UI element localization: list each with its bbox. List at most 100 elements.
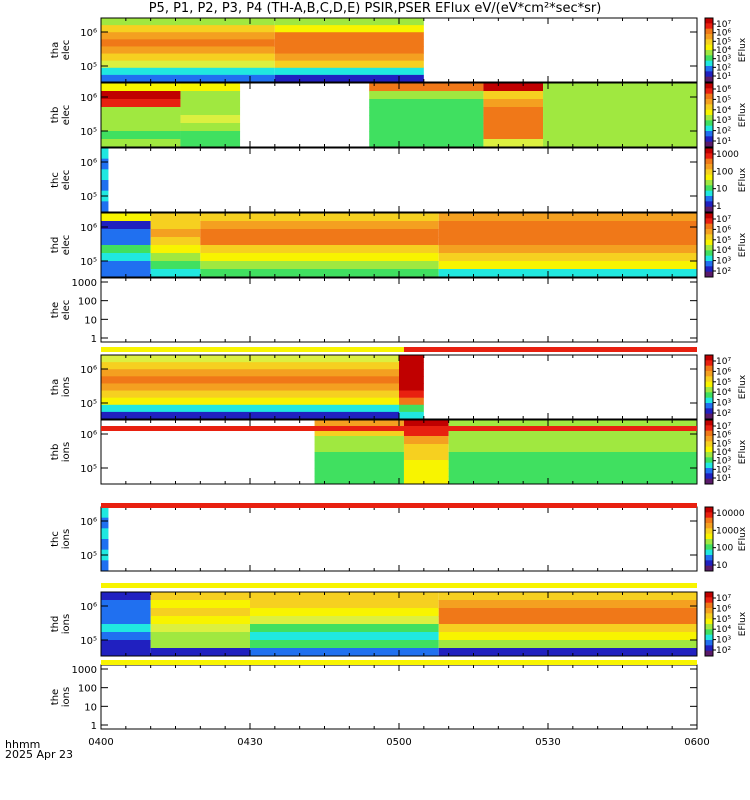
spectrogram-cell-thb_ions-2-4 xyxy=(448,452,697,461)
spectrogram-cell-thd_ions-2-1 xyxy=(250,600,439,609)
spectrogram-cell-thd_ions-3-4 xyxy=(438,624,697,633)
y-tick-label-the_ions-0: 1000 xyxy=(72,665,97,676)
x-tick-label-4: 0600 xyxy=(684,737,709,748)
colorbar-swatch-thc_elec-1 xyxy=(705,153,713,160)
spectrogram-cell-thb_elec-3-1 xyxy=(483,91,544,100)
colorbar-tick-label-tha_ions-0: 10⁷ xyxy=(716,357,731,367)
colorbar-swatch-thd_elec-11 xyxy=(705,271,713,278)
y-tick-label-thb_ions-1: 10⁵ xyxy=(80,464,97,475)
spectrogram-cell-thb_elec-0-7 xyxy=(101,139,181,148)
colorbar-tick-label-tha_elec-1: 10⁶ xyxy=(716,29,731,39)
colorbar-swatch-thc_elec-8 xyxy=(705,190,713,197)
mode-bar-0-1 xyxy=(403,347,697,352)
colorbar-swatch-thb_ions-10 xyxy=(705,473,713,480)
spectrogram-cell-thd_ions-2-3 xyxy=(250,616,439,625)
colorbar-tick-label-thb_ions-0: 10⁷ xyxy=(716,422,731,432)
spectrogram-cell-tha_elec-1-1 xyxy=(274,25,424,33)
colorbar-tick-label-thc_ions-0: 10000 xyxy=(716,509,745,519)
colorbar-tick-label-thb_elec-5: 10¹ xyxy=(716,137,731,147)
colorbar-thc_ions: 10000 1000 100 10 EFlux xyxy=(704,506,748,572)
spectrogram-cell-thc_elec-0-3 xyxy=(101,180,109,192)
colorbar-swatch-thd_elec-1 xyxy=(705,218,713,225)
spectrogram-cell-thd_elec-2-5 xyxy=(200,253,439,262)
colorbar-tick-label-thd_ions-3: 10⁴ xyxy=(716,625,731,635)
colorbar-tick-label-tha_elec-4: 10³ xyxy=(716,55,731,65)
y-tick-label-the_ions-2: 10 xyxy=(84,702,97,713)
spectrogram-cell-thd_elec-2-7 xyxy=(200,269,439,278)
spectrogram-cell-thd_elec-3-5 xyxy=(438,253,697,262)
spectrogram-cell-thd_ions-0-4 xyxy=(101,624,151,633)
spectrogram-cell-thb_ions-0-2 xyxy=(314,436,404,445)
colorbar-swatch-thd_ions-1 xyxy=(705,597,713,604)
spectrogram-cell-thd_ions-3-6 xyxy=(438,640,697,649)
y-axis-label-line-tha_elec-0: tha xyxy=(50,42,61,58)
spectrogram-cell-tha_ions-1-7 xyxy=(399,404,424,413)
y-tick-label-the_elec-3: 1 xyxy=(91,334,97,345)
y-axis-label-thc_elec: thcelec xyxy=(50,170,72,191)
spectrogram-cell-thc_elec-0-1 xyxy=(101,158,109,170)
y-tick-label-thd_ions-0: 10⁶ xyxy=(80,602,97,613)
colorbar-swatch-thb_ions-3 xyxy=(705,436,713,442)
colorbar-swatch-tha_ions-7 xyxy=(705,392,713,399)
colorbar-swatch-thb_elec-10 xyxy=(705,136,713,143)
spectrogram-cell-thd_ions-3-7 xyxy=(438,648,697,657)
panel-frame-thc_elec xyxy=(100,147,698,213)
spectrogram-cell-tha_elec-0-6 xyxy=(101,60,275,69)
spectrogram-cell-thd_ions-2-4 xyxy=(250,624,439,633)
colorbar-swatch-tha_elec-0 xyxy=(705,18,713,24)
x-axis: 0400 0430 0500 0530 0600 xyxy=(88,737,709,748)
y-axis-label-line-thc_elec-0: thc xyxy=(50,172,61,188)
spectrogram-cell-thd_ions-3-2 xyxy=(438,608,697,617)
spectrogram-cell-tha_ions-1-8 xyxy=(399,411,424,420)
spectrogram-cell-thd_ions-1-1 xyxy=(150,600,250,609)
colorbar-tick-label-thb_elec-4: 10² xyxy=(716,127,731,137)
spectrogram-cell-thd_ions-1-6 xyxy=(150,640,250,649)
x-tick-label-2: 0500 xyxy=(386,737,411,748)
colorbar-tick-label-thb_ions-4: 10³ xyxy=(716,457,731,467)
colorbar-swatch-thd_ions-9 xyxy=(705,640,713,646)
colorbar-swatch-thb_ions-7 xyxy=(705,457,713,464)
colorbar-tick-label-thd_elec-4: 10³ xyxy=(716,257,731,267)
colorbar-swatch-tha_ions-10 xyxy=(705,408,713,415)
spectrogram-cell-thd_elec-2-6 xyxy=(200,261,439,270)
spectrogram-cell-thd_elec-2-1 xyxy=(200,221,439,230)
panel-frame-the_ions xyxy=(100,664,698,730)
spectrogram-cell-thd_ions-0-6 xyxy=(101,640,151,649)
spectrogram-cell-thb_ions-0-5 xyxy=(314,460,404,469)
colorbar-swatch-tha_elec-4 xyxy=(705,39,713,46)
spectrogram-cell-thd_ions-1-4 xyxy=(150,624,250,633)
spectrogram-cell-tha_ions-1-1 xyxy=(399,362,424,370)
colorbar-swatch-thb_elec-7 xyxy=(705,120,713,127)
spectrogram-cell-thb_elec-4-4 xyxy=(543,115,697,124)
spectrogram-cell-thb_elec-1-1 xyxy=(180,91,241,100)
y-tick-label-thc_elec-0: 10⁶ xyxy=(80,158,97,169)
colorbar-swatch-thb_ions-5 xyxy=(705,446,713,453)
colorbar-swatch-thc_ions-9 xyxy=(705,555,713,561)
y-axis-label-line-the_ions-0: the xyxy=(50,689,61,705)
spectrogram-cell-tha_elec-0-5 xyxy=(101,53,275,62)
spectrogram-cell-tha_elec-1-5 xyxy=(274,53,424,62)
spectrogram-cell-tha_ions-1-2 xyxy=(399,369,424,377)
spectrogram-cell-thd_elec-2-0 xyxy=(200,213,439,222)
colorbar-swatch-thc_ions-6 xyxy=(705,539,713,545)
spectrogram-cell-thb_elec-1-5 xyxy=(180,123,241,132)
colorbar-swatch-thb_elec-4 xyxy=(705,104,713,111)
y-tick-label-thb_ions-0: 10⁶ xyxy=(80,430,97,441)
spectrogram-cell-thb_ions-2-7 xyxy=(448,476,697,485)
colorbar-swatch-thd_ions-7 xyxy=(705,629,713,636)
spectrogram-cell-tha_ions-0-3 xyxy=(101,376,399,384)
spectrogram-cell-tha_elec-1-0 xyxy=(274,18,424,26)
spectrogram-cell-tha_elec-0-0 xyxy=(101,18,275,26)
colorbar-swatch-thc_ions-4 xyxy=(705,528,713,535)
colorbar-label-thc_elec: EFlux xyxy=(738,167,748,192)
spectrogram-cell-thb_elec-2-5 xyxy=(369,123,484,132)
colorbar-frame-thb_elec xyxy=(704,82,714,148)
spectrogram-cell-thd_ions-3-0 xyxy=(438,592,697,601)
colorbar-swatch-tha_elec-11 xyxy=(705,76,713,83)
spectrogram-cell-thd_ions-0-7 xyxy=(101,648,151,657)
colorbar-frame-thc_elec xyxy=(704,147,714,213)
colorbar-tick-label-tha_ions-5: 10² xyxy=(716,409,731,419)
spectrogram-cell-thd_elec-0-3 xyxy=(101,237,151,246)
colorbar-swatch-thd_elec-6 xyxy=(705,245,713,251)
